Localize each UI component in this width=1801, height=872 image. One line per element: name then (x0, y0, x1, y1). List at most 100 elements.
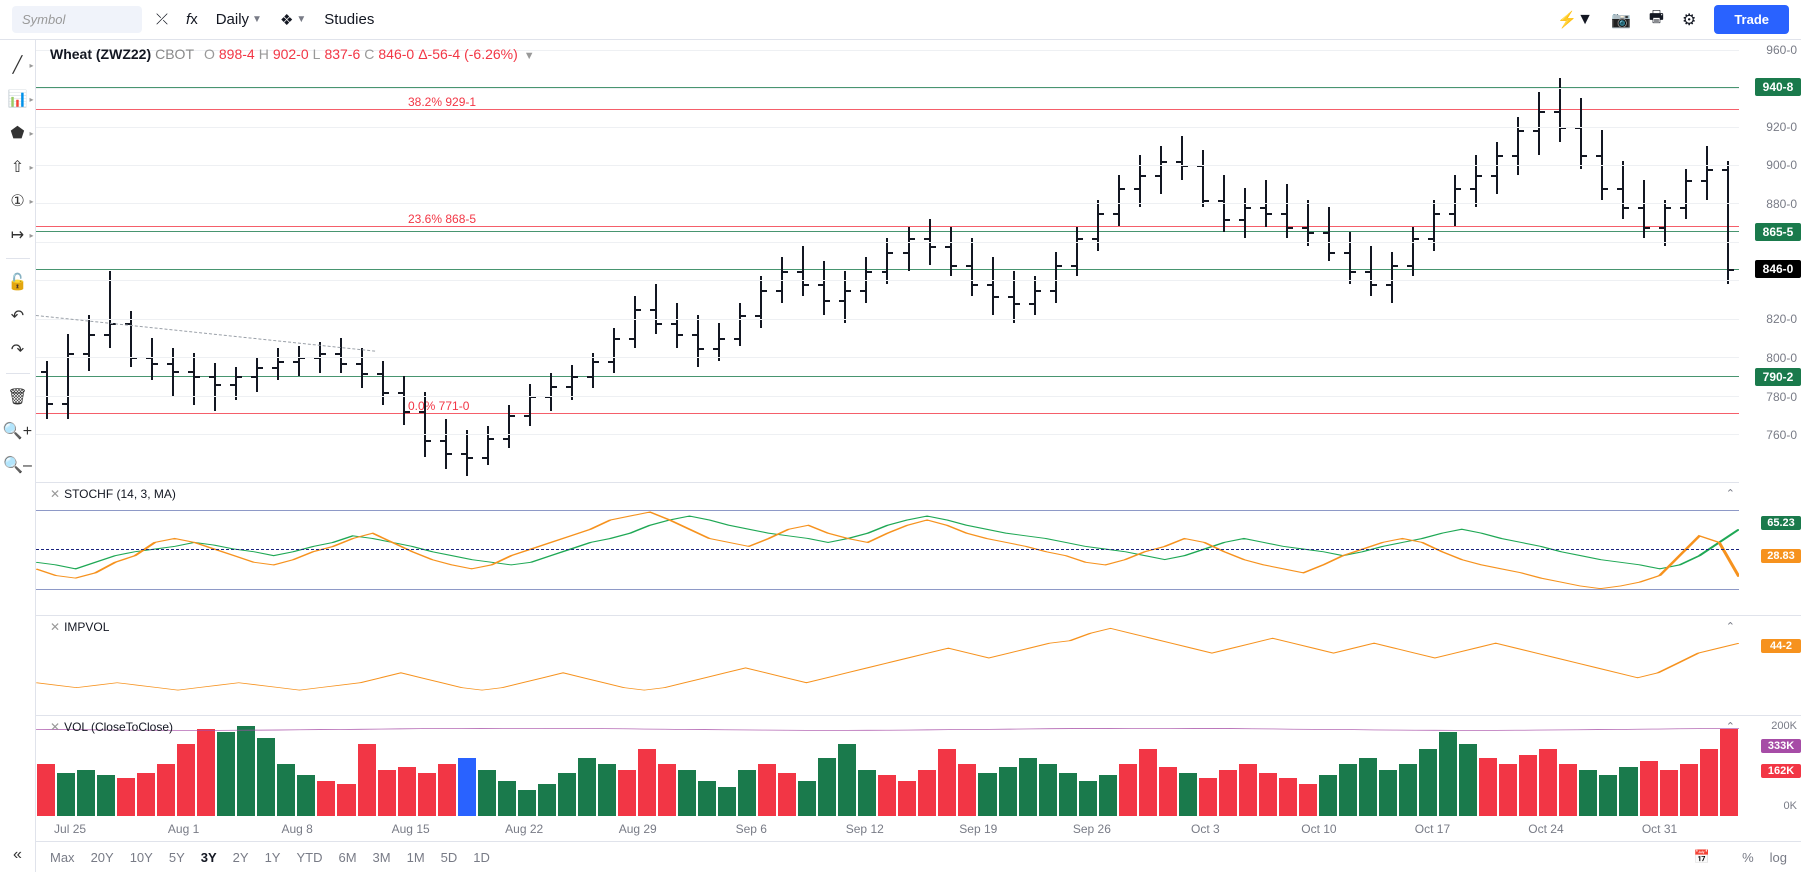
candlestick[interactable] (1003, 40, 1024, 482)
candlestick[interactable] (646, 40, 667, 482)
range-button-1y[interactable]: 1Y (265, 850, 281, 865)
candlestick[interactable] (57, 40, 78, 482)
measure-tool[interactable]: ↦ ▸ (0, 218, 36, 252)
candlestick[interactable] (1024, 40, 1045, 482)
candlestick[interactable] (499, 40, 520, 482)
candlestick[interactable] (1234, 40, 1255, 482)
candlestick[interactable] (141, 40, 162, 482)
close-indicator-icon-impvol[interactable]: ✕ (50, 620, 60, 634)
close-indicator-icon-vol[interactable]: ✕ (50, 720, 60, 734)
candlestick[interactable] (1129, 40, 1150, 482)
title-chevron-icon[interactable]: ▼ (524, 50, 535, 62)
candlestick[interactable] (940, 40, 961, 482)
candlestick[interactable] (1403, 40, 1424, 482)
candlestick[interactable] (961, 40, 982, 482)
candlestick[interactable] (1445, 40, 1466, 482)
candlestick[interactable] (288, 40, 309, 482)
interval-dropdown[interactable]: Daily ▼ (216, 11, 262, 28)
candlestick[interactable] (1108, 40, 1129, 482)
candlestick[interactable] (604, 40, 625, 482)
studies-button[interactable]: Studies (324, 11, 374, 28)
candlestick[interactable] (393, 40, 414, 482)
candlestick[interactable] (1424, 40, 1445, 482)
trash-icon[interactable]: 🗑 (0, 380, 36, 414)
candlestick[interactable] (877, 40, 898, 482)
close-indicator-icon-stochf[interactable]: ✕ (50, 487, 60, 501)
chart-type-dropdown[interactable]: ❖ ▼ (280, 11, 306, 29)
print-icon[interactable]: 🖶 (1649, 6, 1664, 33)
candlestick[interactable] (1045, 40, 1066, 482)
range-button-6m[interactable]: 6M (338, 850, 356, 865)
candlestick[interactable] (1655, 40, 1676, 482)
candlestick[interactable] (120, 40, 141, 482)
settings-icon[interactable]: ⚙ (1682, 10, 1696, 30)
candlestick[interactable] (372, 40, 393, 482)
vol-axis[interactable]: 200K 0K 333K 162K (1739, 716, 1801, 816)
candlestick[interactable] (478, 40, 499, 482)
candlestick[interactable] (856, 40, 877, 482)
calendar-icon[interactable]: 📅 (1694, 849, 1710, 865)
candlestick[interactable] (78, 40, 99, 482)
candlestick[interactable] (1613, 40, 1634, 482)
candlestick[interactable] (835, 40, 856, 482)
lock-icon[interactable]: 🔓 (0, 265, 36, 299)
candlestick[interactable] (309, 40, 330, 482)
candlestick[interactable] (667, 40, 688, 482)
candlestick[interactable] (730, 40, 751, 482)
range-button-1m[interactable]: 1M (407, 850, 425, 865)
candlestick[interactable] (1213, 40, 1234, 482)
camera-icon[interactable]: 📷 (1611, 10, 1631, 30)
range-button-ytd[interactable]: YTD (296, 850, 322, 865)
candlestick[interactable] (688, 40, 709, 482)
range-button-5d[interactable]: 5D (441, 850, 458, 865)
trend-line-tool[interactable]: ╱ ▸ (0, 48, 36, 82)
range-button-5y[interactable]: 5Y (169, 850, 185, 865)
candlestick[interactable] (414, 40, 435, 482)
candlestick[interactable] (1550, 40, 1571, 482)
candlestick[interactable] (1634, 40, 1655, 482)
candlestick[interactable] (204, 40, 225, 482)
candlestick[interactable] (1171, 40, 1192, 482)
candlestick[interactable] (1340, 40, 1361, 482)
candlestick[interactable] (1066, 40, 1087, 482)
range-button-3y[interactable]: 3Y (201, 850, 217, 865)
candlestick[interactable] (1361, 40, 1382, 482)
candlestick[interactable] (919, 40, 940, 482)
symbol-input[interactable]: Symbol (12, 6, 142, 33)
candlestick[interactable] (541, 40, 562, 482)
candlestick[interactable] (1276, 40, 1297, 482)
candlestick[interactable] (625, 40, 646, 482)
candlestick[interactable] (1508, 40, 1529, 482)
candlestick[interactable] (1487, 40, 1508, 482)
candlestick[interactable] (183, 40, 204, 482)
candlestick[interactable] (246, 40, 267, 482)
candlestick[interactable] (793, 40, 814, 482)
trade-button[interactable]: Trade (1714, 5, 1789, 34)
candlestick[interactable] (751, 40, 772, 482)
candlestick[interactable] (709, 40, 730, 482)
candlestick[interactable] (456, 40, 477, 482)
arrow-tool[interactable]: ⇧ ▸ (0, 150, 36, 184)
redo-icon[interactable]: ↷ (0, 333, 36, 367)
vol-plot-area[interactable]: ✕ VOL (CloseToClose) ⌃ (36, 716, 1739, 816)
candlestick[interactable] (982, 40, 1003, 482)
candlestick[interactable] (36, 40, 57, 482)
candlestick[interactable] (99, 40, 120, 482)
candlestick[interactable] (1087, 40, 1108, 482)
candlestick[interactable] (1192, 40, 1213, 482)
candlestick[interactable] (1466, 40, 1487, 482)
candlestick[interactable] (330, 40, 351, 482)
range-button-10y[interactable]: 10Y (130, 850, 153, 865)
collapse-toolbar-icon[interactable]: « (0, 838, 36, 872)
main-chart-plot-area[interactable]: Wheat (ZWZ22) CBOT O 898-4 H 902-0 L 837-6 … (36, 40, 1739, 483)
undo-icon[interactable]: ↶ (0, 299, 36, 333)
range-toggle-%[interactable]: % (1742, 850, 1754, 865)
zoom-in-icon[interactable]: 🔍+ (0, 414, 36, 448)
impvol-axis[interactable]: 44-2 (1739, 616, 1801, 715)
candlestick[interactable] (898, 40, 919, 482)
compare-icon[interactable]: ⤫ (156, 11, 168, 28)
candlestick[interactable] (435, 40, 456, 482)
candlestick[interactable] (162, 40, 183, 482)
candlestick[interactable] (267, 40, 288, 482)
